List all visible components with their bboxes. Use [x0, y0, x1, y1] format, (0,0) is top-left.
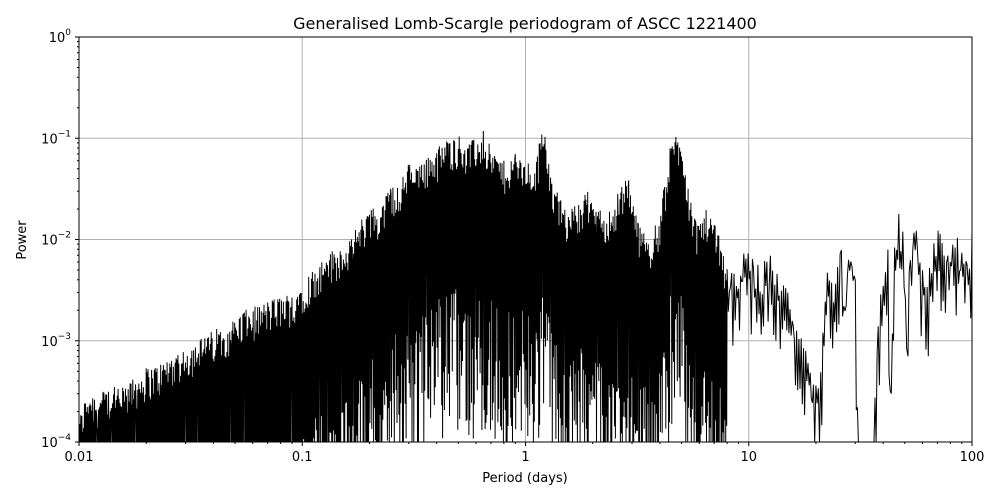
y-axis-label: Power — [15, 220, 30, 260]
x-tick-label: 10 — [740, 450, 757, 465]
power-series-line — [78, 130, 973, 443]
y-tick-label: 10−2 — [41, 231, 71, 249]
y-tick-label: 10−3 — [41, 332, 71, 350]
x-axis: 0.01 0.1 1 10 100 — [65, 442, 985, 465]
x-axis-label: Period (days) — [482, 471, 568, 486]
y-tick-label: 10−4 — [41, 433, 71, 451]
y-tick-label: 100 — [49, 28, 72, 46]
x-tick-label: 100 — [960, 450, 985, 465]
x-tick-label: 0.1 — [292, 450, 313, 465]
x-tick-label: 1 — [521, 450, 529, 465]
y-tick-label: 10−1 — [41, 129, 71, 147]
chart-title: Generalised Lomb-Scargle periodogram of … — [293, 14, 757, 33]
x-tick-label: 0.01 — [65, 450, 94, 465]
y-axis: 10−4 10−3 10−2 10−1 100 — [41, 28, 79, 451]
